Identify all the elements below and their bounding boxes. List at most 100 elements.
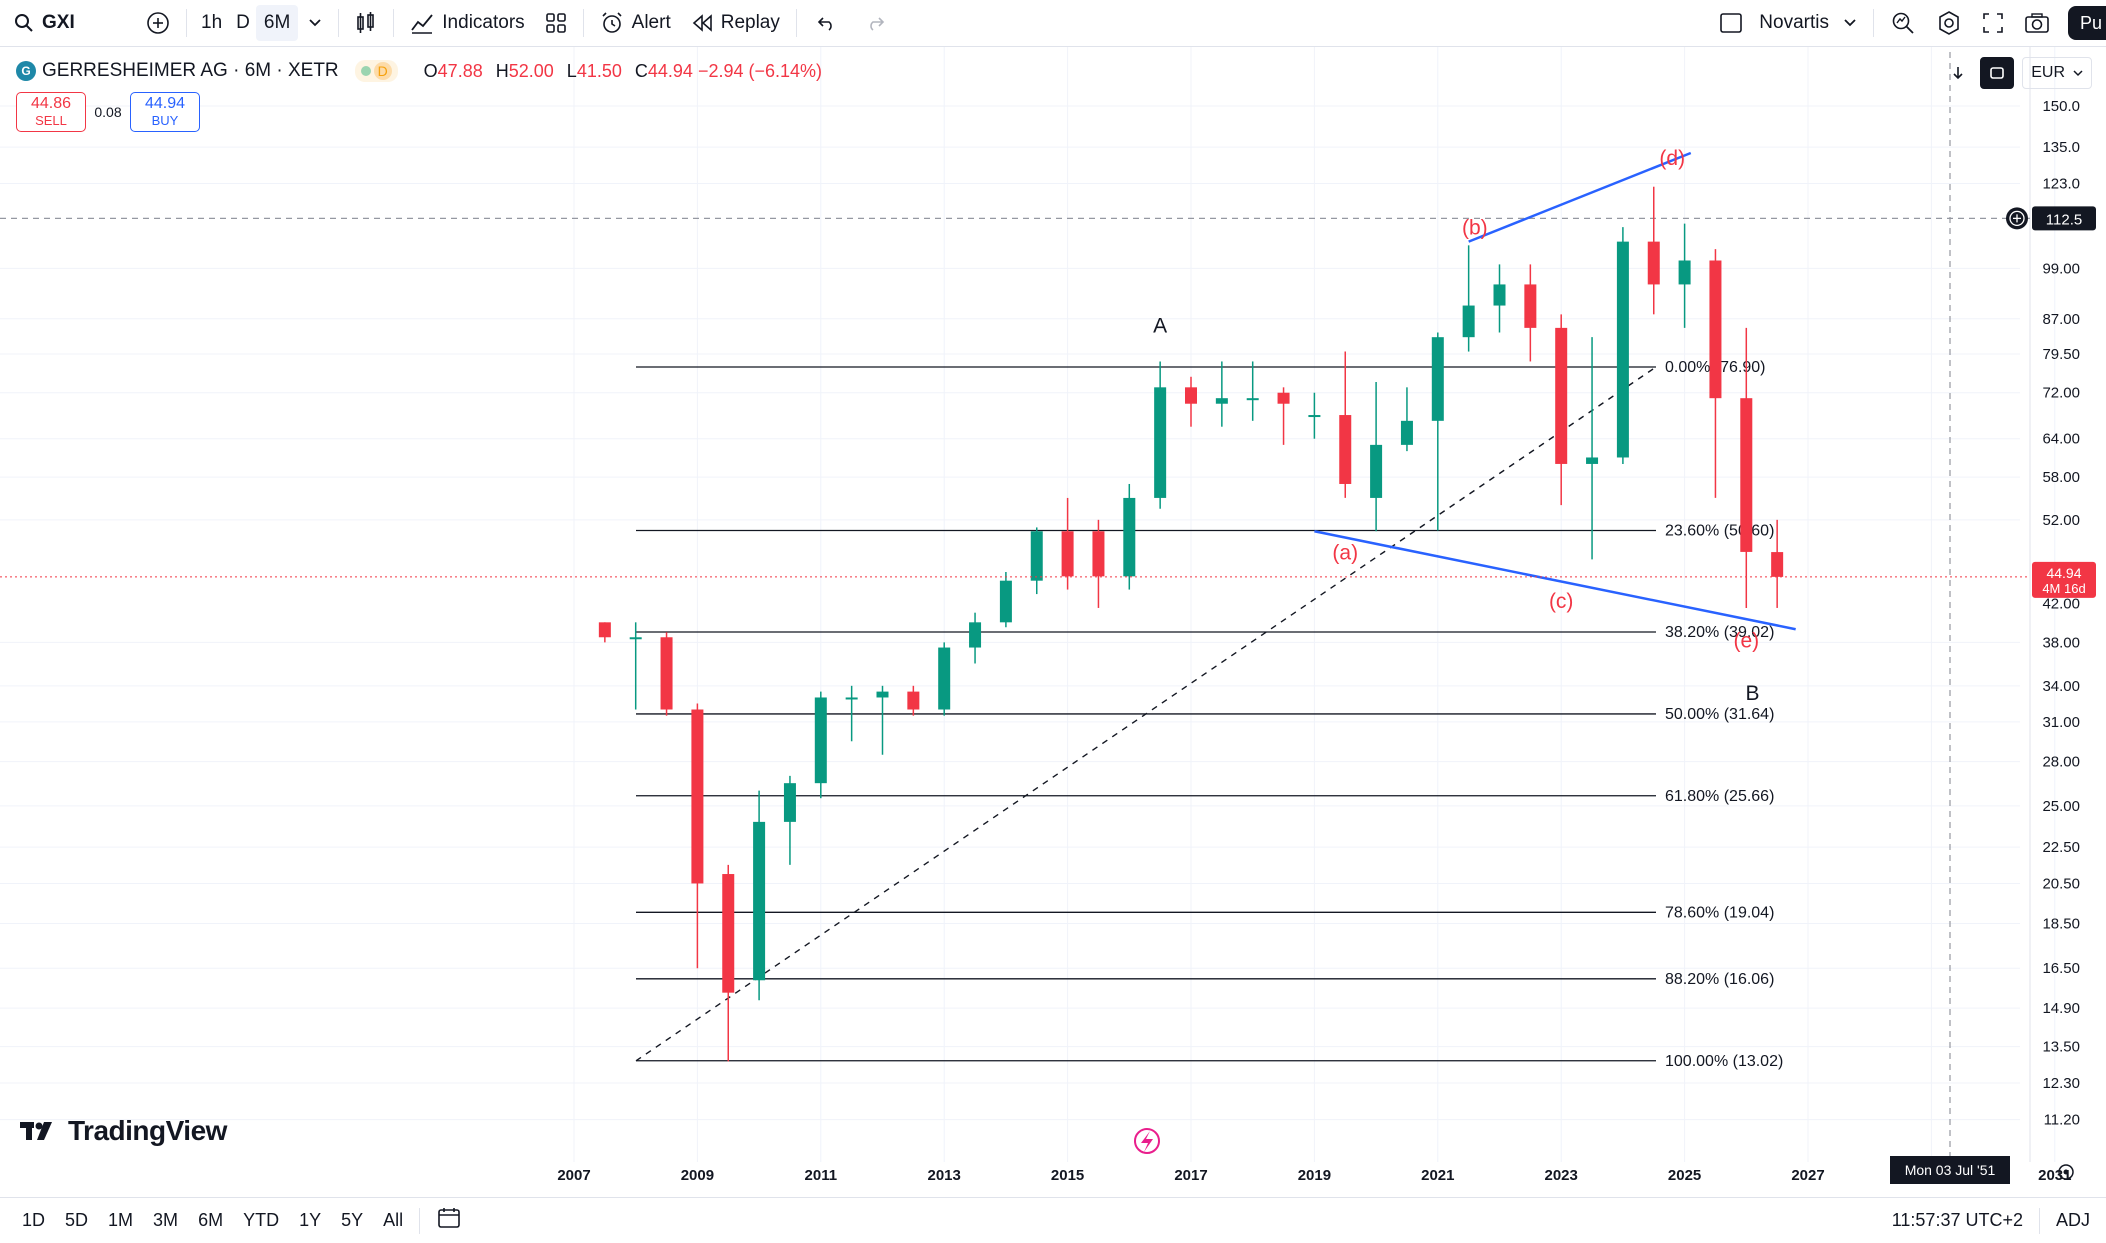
candle-body (907, 691, 920, 710)
axis-settings-icon (2063, 1169, 2069, 1175)
settings-button[interactable] (1926, 0, 1972, 46)
replay-label: Replay (720, 12, 780, 33)
watchlist-selector[interactable]: Novartis (1709, 0, 1867, 46)
x-tick-label: 2007 (557, 1167, 590, 1184)
bottom-toolbar: 1D 5D 1M 3M 6M YTD 1Y 5Y All 11:57:37 UT… (0, 1197, 2106, 1243)
separator (186, 9, 187, 37)
chart-area[interactable]: 2007 2009 2011 2013 2015 2017 2019 2021 2023 2025… (0, 47, 2106, 1197)
range-1y[interactable]: 1Y (299, 1210, 322, 1230)
range-1d[interactable]: 1D (22, 1210, 46, 1230)
crosshair-price-badge (2032, 206, 2096, 231)
x-tick-label: 2031 (2038, 1167, 2071, 1184)
tradingview-logo[interactable]: TradingView (20, 1115, 227, 1147)
brand-name: TradingView (68, 1115, 227, 1146)
snapshot-button[interactable] (2014, 0, 2060, 46)
undo-button[interactable] (803, 0, 851, 46)
timeframe-6m[interactable]: 6M (255, 5, 299, 41)
ohlc-values: O47.88 H52.00 L41.50 C44.94 −2.94 (−6.14… (416, 61, 822, 82)
crosshair-time-label: Mon 03 Jul '51 (1905, 1162, 1996, 1178)
y-tick-label: 99.00 (2042, 260, 2080, 277)
gear-icon (1939, 11, 1959, 35)
arrow-down-icon (1953, 67, 1963, 80)
lightning-icon (1134, 1128, 1160, 1154)
templates-button[interactable] (535, 0, 577, 46)
candle-body (1339, 415, 1352, 484)
candle-body (1555, 327, 1568, 464)
sell-button[interactable]: 44.86 SELL (16, 92, 86, 132)
y-tick-label: 22.50 (2042, 839, 2080, 856)
y-tick-label: 123.0 (2042, 176, 2080, 193)
range-ytd[interactable]: YTD (243, 1210, 280, 1230)
wave-label: (d) (1659, 147, 1685, 170)
symbol-legend: G GERRESHEIMER AG · 6M · XETR D O47.88 H… (16, 60, 822, 82)
timeframe-d[interactable]: D (230, 0, 256, 46)
crosshair-time-badge (1890, 1156, 2010, 1184)
symbol-search[interactable]: GXI (0, 0, 136, 46)
axis-settings-icon (2058, 1164, 2074, 1180)
magnifier-chart-icon (1892, 12, 1914, 34)
candle-body (1400, 420, 1413, 445)
scroll-down-button[interactable] (1944, 58, 1972, 88)
quick-search-button[interactable] (1880, 0, 1926, 46)
y-tick-label: 13.50 (2042, 1039, 2080, 1056)
replay-button[interactable]: Replay (681, 0, 790, 46)
lightning-icon (1141, 1131, 1153, 1152)
y-tick-label: 28.00 (2042, 754, 2080, 771)
candle-body (1462, 305, 1475, 338)
timeframe-dropdown[interactable] (298, 0, 332, 46)
wave-label: (b) (1462, 216, 1488, 239)
currency-selector[interactable]: EUR (2022, 57, 2092, 89)
range-6m[interactable]: 6M (198, 1210, 224, 1230)
y-tick-label: 150.0 (2042, 98, 2080, 115)
indicators-button[interactable]: Indicators (400, 0, 534, 46)
crosshair-plus-icon (2009, 210, 2025, 227)
fullscreen-button[interactable] (1972, 0, 2014, 46)
undo-icon (817, 17, 832, 31)
candle-body (753, 821, 766, 981)
fib-level-label: 61.80% (25.66) (1665, 788, 1774, 805)
candle-body (660, 637, 673, 710)
range-1m[interactable]: 1M (108, 1210, 134, 1230)
y-tick-label: 58.00 (2042, 469, 2080, 486)
chevron-down-icon (1844, 19, 1856, 27)
candle-body (1123, 497, 1136, 577)
redo-icon (870, 17, 885, 31)
sync-scale-button[interactable] (1980, 57, 2015, 89)
range-5y[interactable]: 5Y (341, 1210, 364, 1230)
price-chart[interactable]: 2007 2009 2011 2013 2015 2017 2019 2021 2023 2025… (0, 47, 2106, 1197)
adj-toggle[interactable]: ADJ (2055, 1210, 2090, 1230)
symbol-title: GERRESHEIMER AG · 6M · XETR (42, 60, 339, 81)
wave-label: (e) (1733, 630, 1759, 653)
y-tick-label: 38.00 (2042, 634, 2080, 651)
range-all[interactable]: All (383, 1210, 404, 1230)
candle-body (1647, 241, 1660, 285)
x-tick-label: 2019 (1298, 1167, 1331, 1184)
candles-icon (357, 12, 375, 33)
x-tick-label: 2015 (1051, 1167, 1084, 1184)
chart-type-button[interactable] (345, 0, 387, 46)
add-symbol-button[interactable] (136, 0, 180, 46)
fib-level-label: 38.20% (39.02) (1665, 624, 1774, 641)
redo-button[interactable] (851, 0, 899, 46)
x-tick-label: 2009 (681, 1167, 714, 1184)
market-status-dot (360, 66, 371, 76)
candle-body (969, 622, 982, 648)
candle-body (845, 697, 858, 700)
fullscreen-icon (1983, 13, 2003, 33)
buy-button[interactable]: 44.94 BUY (130, 92, 200, 132)
currency-label: EUR (2031, 64, 2065, 81)
clock[interactable]: 11:57:37 UTC+2 (1891, 1210, 2023, 1230)
alert-button[interactable]: Alert (590, 0, 681, 46)
timeframe-1h[interactable]: 1h (193, 0, 230, 46)
x-tick-label: 2027 (1791, 1167, 1824, 1184)
candle-body (722, 874, 735, 993)
publish-button[interactable]: Pu (2067, 6, 2106, 40)
y-tick-label: 11.20 (2044, 1112, 2080, 1129)
lower-trendline (1314, 530, 1796, 631)
goto-date-button[interactable] (426, 1206, 472, 1235)
candle-body (1154, 387, 1167, 498)
range-3m[interactable]: 3M (153, 1210, 179, 1230)
wave-label: A (1153, 314, 1167, 337)
fib-level-label: 23.60% (50.60) (1665, 523, 1774, 540)
range-5d[interactable]: 5D (65, 1210, 89, 1230)
